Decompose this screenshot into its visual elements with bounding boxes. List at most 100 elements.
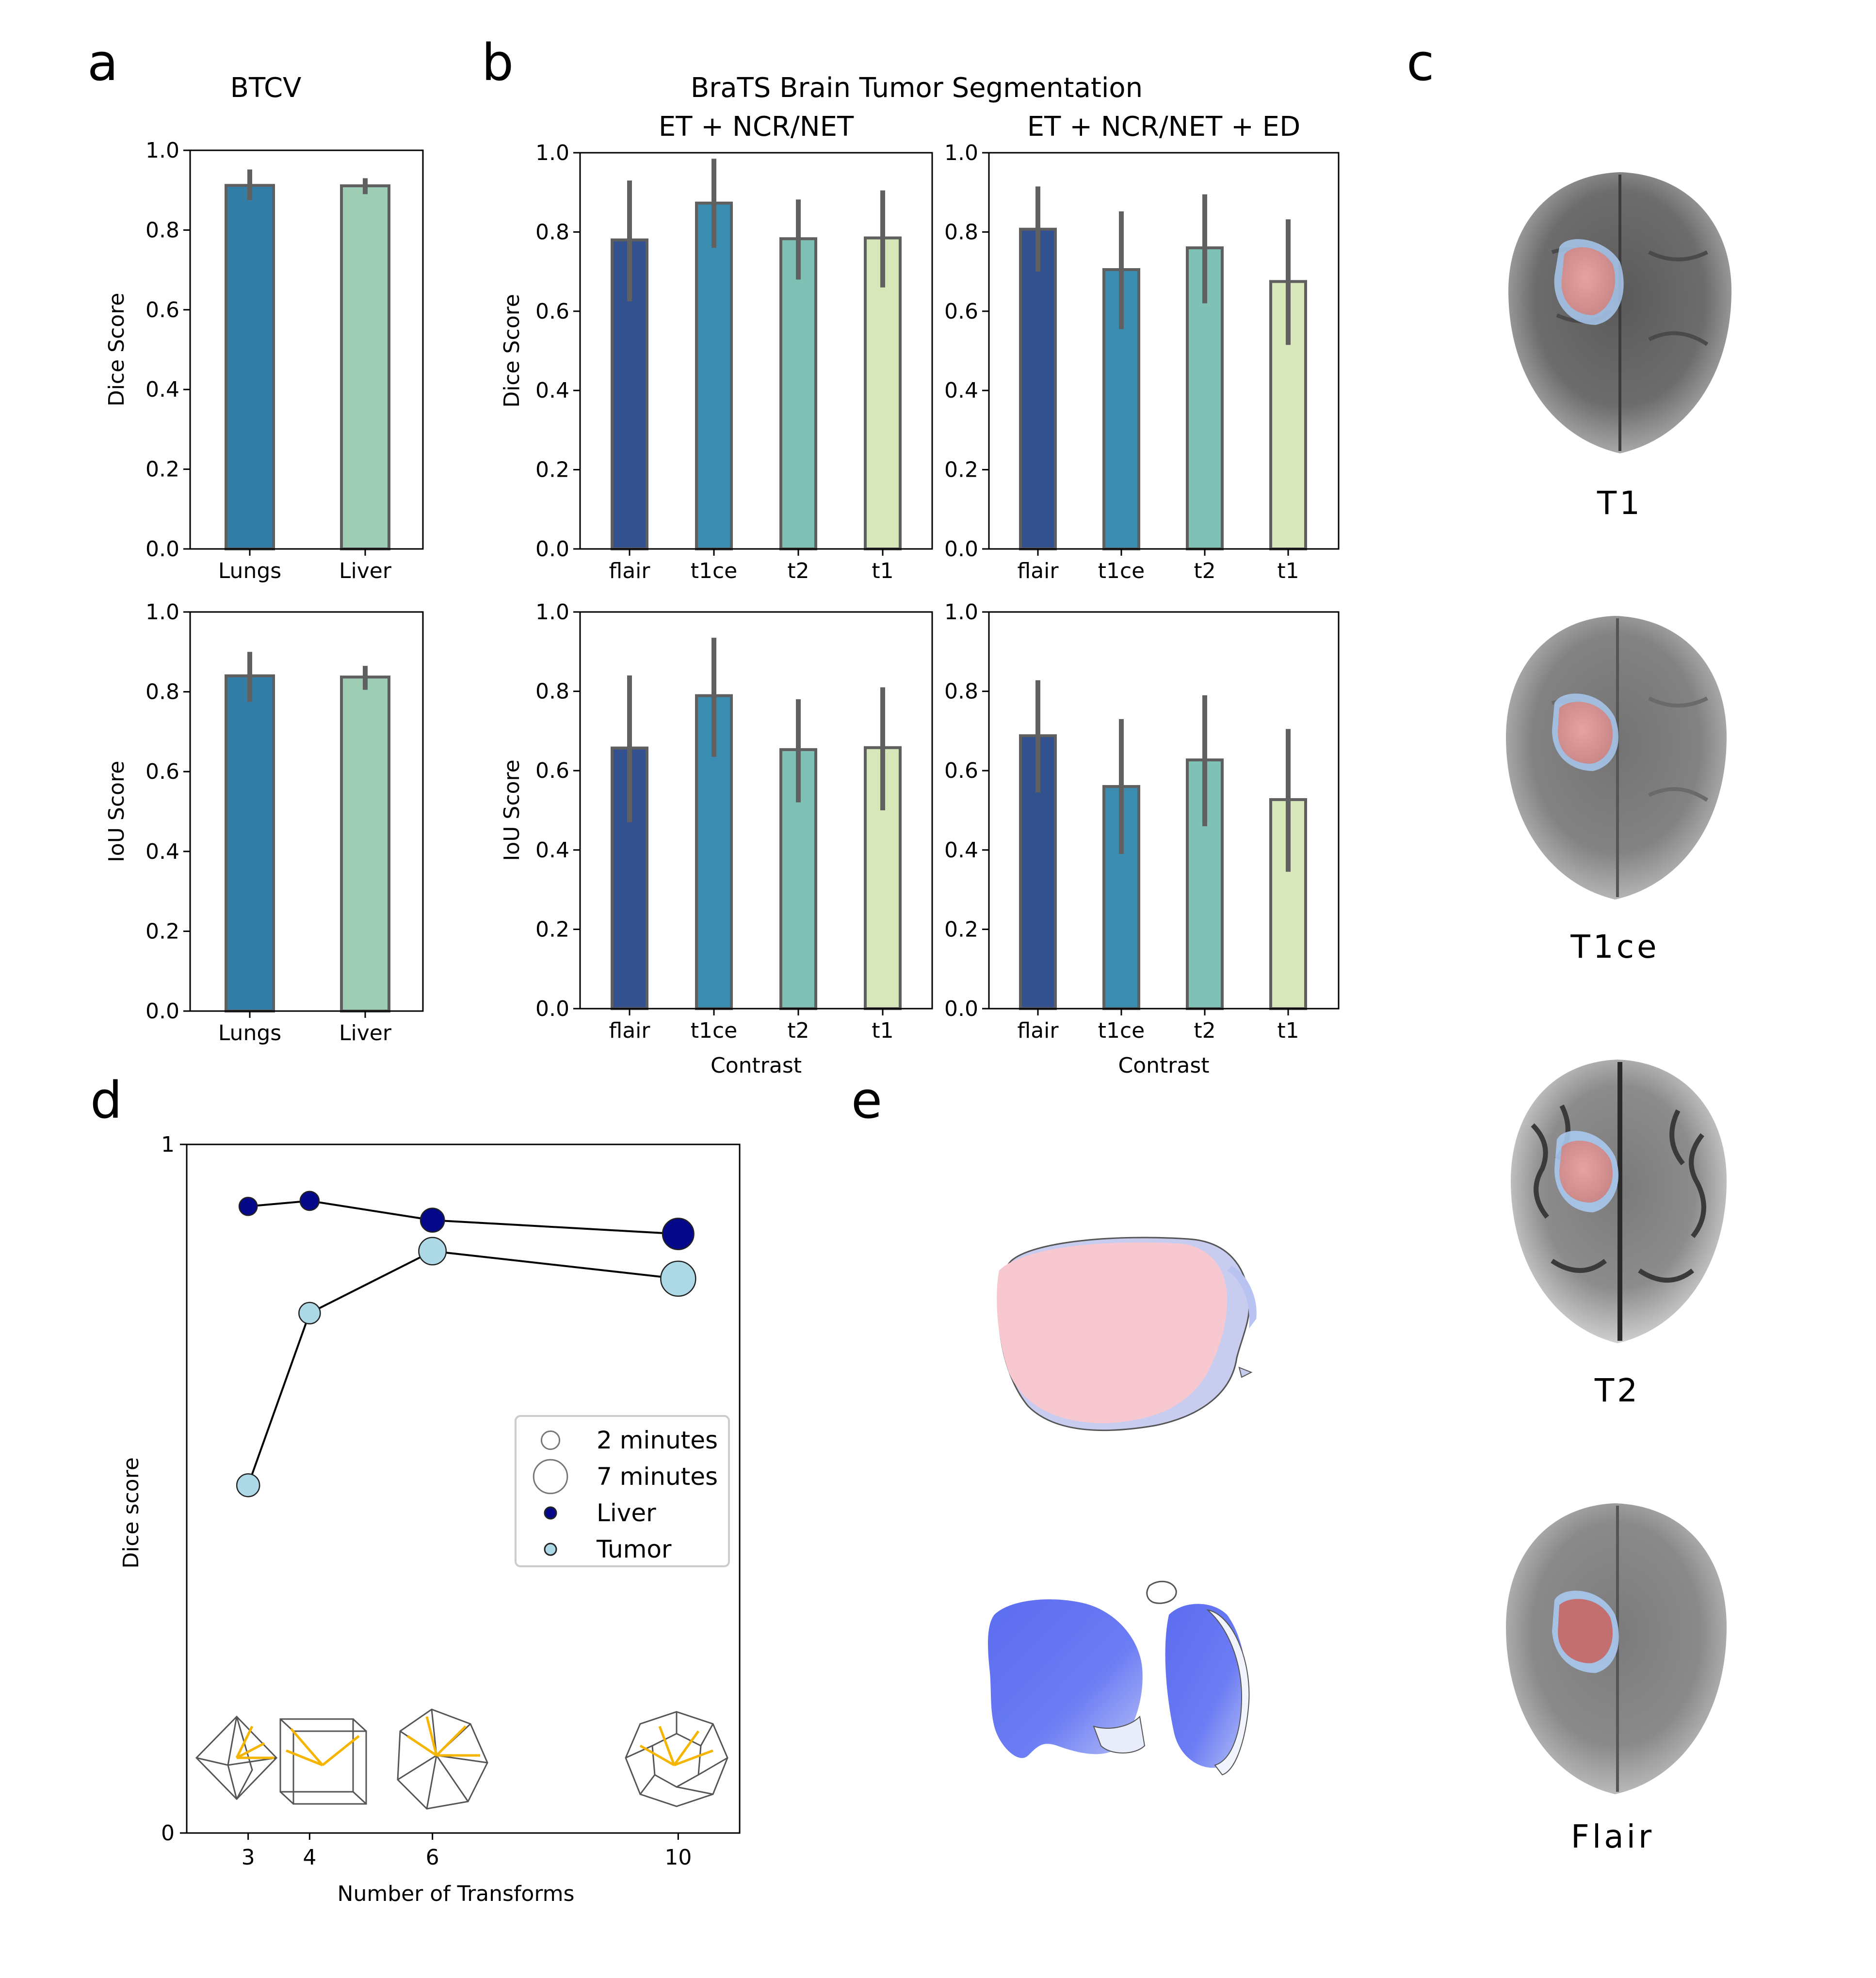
axes-frame xyxy=(189,611,424,1012)
x-axis-label: Contrast xyxy=(711,1053,802,1078)
y-tick-label: 0.8 xyxy=(146,218,179,242)
y-tick-label: 0.6 xyxy=(535,299,569,324)
y-tick-label: 0.2 xyxy=(944,917,978,942)
y-tick-label: 0.0 xyxy=(944,537,978,562)
cube-icon xyxy=(279,1718,367,1805)
brain-label-t2: T2 xyxy=(1594,1372,1640,1409)
panel-letter-e: e xyxy=(851,1071,882,1130)
axes-frame xyxy=(988,611,1340,1010)
chart-brats-iou-core: 0.0 0.2 0.4 0.6 0.8 1.0 flair t1ce t2 t1 IoU Score… xyxy=(500,600,933,1078)
y-tick-label: 0.2 xyxy=(535,917,569,942)
x-tick-label: Liver xyxy=(339,559,392,583)
axes-frame xyxy=(186,1143,741,1834)
y-tick-label: 0.2 xyxy=(146,919,179,944)
y-axis-label: IoU Score xyxy=(500,759,524,861)
x-tick-label: 6 xyxy=(426,1845,439,1870)
x-tick-label: flair xyxy=(1018,559,1059,583)
chart-brats-dice-core: 0.0 0.2 0.4 0.6 0.8 1.0 flair t1ce t2 t1 ET + NCR/… xyxy=(500,111,933,583)
point-tumor xyxy=(236,1473,260,1497)
bar-liver xyxy=(340,184,390,550)
y-axis-label: Dice Score xyxy=(500,294,524,408)
point-liver xyxy=(420,1207,445,1233)
axes-frame xyxy=(189,149,424,550)
x-tick-label: 10 xyxy=(664,1845,692,1870)
y-tick-label: 0.4 xyxy=(944,838,978,863)
axes-frame xyxy=(579,152,933,550)
y-tick-label: 0.8 xyxy=(535,679,569,704)
y-tick-label: 1.0 xyxy=(944,141,978,165)
y-tick-label: 0.4 xyxy=(535,378,569,403)
y-tick-label: 0.0 xyxy=(535,537,569,562)
brain-render-t2 xyxy=(1511,1060,1727,1343)
panel-letter-c: c xyxy=(1407,33,1434,92)
bar-t1ce xyxy=(695,201,733,551)
x-tick-label: t2 xyxy=(787,1018,809,1043)
bar-lungs xyxy=(225,184,275,550)
y-tick-label: 1.0 xyxy=(535,141,569,165)
axes-frame xyxy=(988,152,1340,550)
point-tumor xyxy=(418,1237,447,1266)
y-tick-label: 0.6 xyxy=(535,758,569,783)
y-tick-label: 0.8 xyxy=(944,679,978,704)
y-tick-label: 0.0 xyxy=(146,537,179,562)
y-tick-label: 0.6 xyxy=(944,299,978,324)
y-tick-label: 0.4 xyxy=(535,838,569,863)
y-tick-label: 0.0 xyxy=(146,999,179,1024)
y-tick-label: 0.4 xyxy=(146,377,179,402)
y-tick-label: 0.8 xyxy=(146,680,179,705)
segmentation-render-liver xyxy=(988,1580,1250,1776)
series-line-liver xyxy=(248,1200,679,1235)
x-tick-label: t1 xyxy=(872,559,893,583)
chart-title: ET + NCR/NET + ED xyxy=(1027,111,1300,143)
legend-marker xyxy=(544,1506,557,1520)
brain-label-t1: T1 xyxy=(1597,484,1643,522)
legend-label: Liver xyxy=(597,1499,656,1527)
panel-letter-b: b xyxy=(482,33,514,92)
x-tick-label: t2 xyxy=(787,559,809,583)
y-tick-label: 0.4 xyxy=(944,378,978,403)
brain-label-flair: Flair xyxy=(1571,1818,1654,1855)
legend-label: Tumor xyxy=(596,1535,672,1563)
y-tick-label: 0.0 xyxy=(944,997,978,1021)
point-tumor xyxy=(298,1302,321,1325)
icosahedron-icon xyxy=(397,1708,488,1810)
y-tick-label: 1 xyxy=(161,1132,175,1157)
y-tick-label: 0.6 xyxy=(944,758,978,783)
legend-marker xyxy=(544,1543,557,1556)
dodecahedron-icon xyxy=(625,1711,728,1807)
x-tick-label: Lungs xyxy=(218,559,281,583)
x-tick-label: 3 xyxy=(242,1845,255,1870)
bar-flair xyxy=(611,238,648,550)
y-tick-label: 0.6 xyxy=(146,298,179,322)
y-tick-label: 1.0 xyxy=(535,600,569,625)
bar-t2 xyxy=(779,237,817,550)
x-tick-label: t2 xyxy=(1194,559,1215,583)
x-tick-label: Liver xyxy=(339,1021,392,1045)
panel-letter-a: a xyxy=(87,33,118,92)
bar-flair xyxy=(1019,227,1057,550)
y-axis-label: Dice Score xyxy=(104,293,129,407)
point-liver xyxy=(238,1196,258,1216)
chart-title: ET + NCR/NET xyxy=(659,111,854,143)
bar-liver xyxy=(340,675,390,1013)
x-tick-label: t1 xyxy=(872,1018,893,1043)
y-tick-label: 1.0 xyxy=(146,138,179,163)
x-tick-label: t1 xyxy=(1277,1018,1299,1043)
x-tick-label: flair xyxy=(1018,1018,1059,1043)
axes-frame xyxy=(579,611,933,1010)
chart-btcv-dice: 0.0 0.2 0.4 0.6 0.8 1.0 Lungs Liver BTCV Dice Sco… xyxy=(104,72,424,583)
x-tick-label: t1ce xyxy=(1098,559,1145,583)
x-tick-label: t1ce xyxy=(1098,1018,1145,1043)
x-tick-label: t1ce xyxy=(691,1018,738,1043)
y-axis-label: Dice score xyxy=(119,1457,144,1569)
x-tick-label: flair xyxy=(609,1018,651,1043)
y-tick-label: 1.0 xyxy=(944,600,978,625)
y-tick-label: 0.0 xyxy=(535,997,569,1021)
y-tick-label: 0.8 xyxy=(535,220,569,244)
point-liver xyxy=(662,1218,695,1251)
segmentation-render-tumor xyxy=(997,1237,1257,1431)
y-tick-label: 0 xyxy=(161,1821,175,1846)
y-axis-label: IoU Score xyxy=(104,761,129,862)
y-tick-label: 0.4 xyxy=(146,839,179,864)
